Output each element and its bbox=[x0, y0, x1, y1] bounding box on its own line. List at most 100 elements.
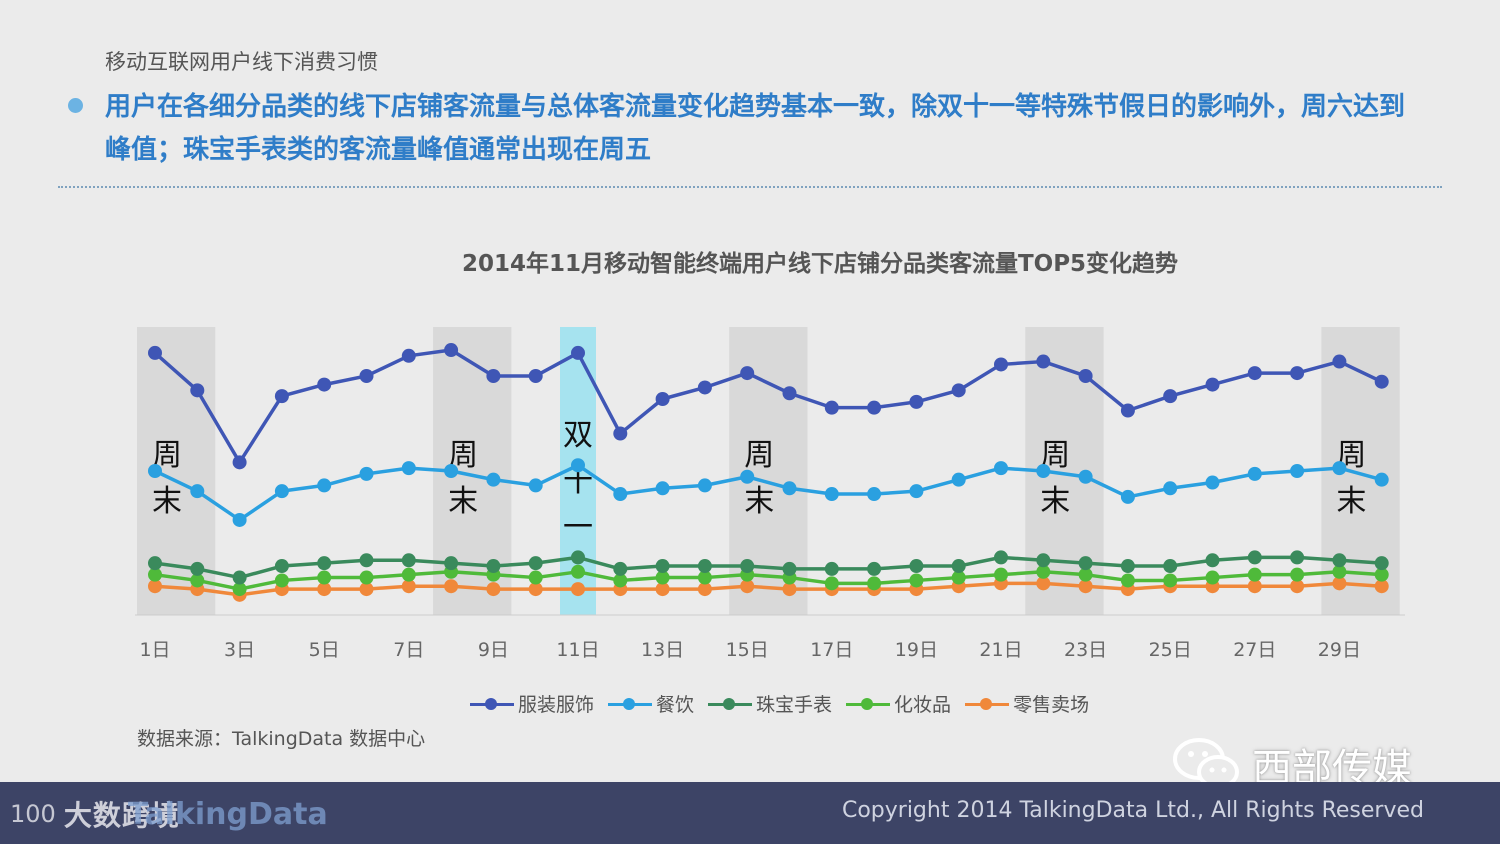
legend-item: 零售卖场 bbox=[965, 690, 1089, 717]
data-point bbox=[1374, 556, 1389, 571]
data-point bbox=[1247, 567, 1262, 582]
data-point bbox=[1120, 489, 1135, 504]
band-label: 末 bbox=[1040, 484, 1070, 519]
x-tick-label: 23日 bbox=[1064, 639, 1107, 661]
data-point bbox=[317, 570, 332, 585]
data-point bbox=[359, 368, 374, 383]
legend-label: 餐饮 bbox=[656, 694, 695, 716]
x-tick-label: 7日 bbox=[393, 639, 424, 661]
legend-swatch bbox=[470, 697, 514, 711]
headline: 用户在各细分品类的线下店铺客流量与总体客流量变化趋势基本一致，除双十一等特殊节假… bbox=[105, 92, 1406, 165]
data-point bbox=[1205, 570, 1220, 585]
data-point bbox=[697, 478, 712, 493]
data-point bbox=[613, 573, 628, 588]
legend-item: 餐饮 bbox=[608, 690, 694, 717]
x-tick-label: 9日 bbox=[478, 639, 509, 661]
x-tick-label: 17日 bbox=[810, 639, 853, 661]
data-point bbox=[274, 559, 289, 574]
data-point bbox=[486, 368, 501, 383]
data-point bbox=[401, 579, 416, 594]
logo-talkingdata: TalkingData bbox=[127, 796, 328, 832]
data-point bbox=[1078, 556, 1093, 571]
x-tick-label: 21日 bbox=[979, 639, 1022, 661]
data-point bbox=[994, 550, 1008, 565]
data-point bbox=[824, 561, 839, 576]
data-point bbox=[1163, 573, 1178, 588]
data-point bbox=[655, 392, 670, 406]
data-point bbox=[190, 561, 205, 576]
data-point bbox=[274, 573, 289, 588]
data-point bbox=[1078, 567, 1093, 582]
data-point bbox=[486, 472, 501, 487]
legend-item: 化妆品 bbox=[846, 690, 951, 717]
legend-item: 珠宝手表 bbox=[708, 690, 832, 717]
data-point bbox=[697, 559, 712, 574]
logo-100: 100 bbox=[10, 800, 56, 828]
data-point bbox=[317, 556, 332, 571]
data-point bbox=[232, 512, 247, 527]
data-point bbox=[274, 484, 289, 499]
data-point bbox=[697, 570, 712, 585]
data-point bbox=[740, 579, 755, 594]
x-tick-label: 1日 bbox=[139, 639, 170, 661]
data-point bbox=[317, 377, 332, 392]
data-point bbox=[1078, 368, 1093, 383]
legend-label: 零售卖场 bbox=[1013, 694, 1090, 716]
data-point bbox=[1247, 366, 1262, 381]
data-point bbox=[782, 582, 797, 597]
data-point bbox=[1036, 464, 1051, 478]
data-point bbox=[1205, 553, 1220, 568]
data-point bbox=[1290, 567, 1305, 582]
data-point bbox=[571, 458, 585, 473]
data-point bbox=[401, 567, 416, 582]
band-label: 双 bbox=[563, 418, 593, 453]
chart-legend: 服装服饰 餐饮 珠宝手表 化妆品 零售卖场 bbox=[470, 690, 1089, 717]
data-point bbox=[190, 383, 205, 398]
data-point bbox=[867, 561, 882, 576]
data-point bbox=[867, 576, 882, 591]
x-tick-label: 29日 bbox=[1318, 639, 1361, 661]
data-point bbox=[1374, 567, 1389, 582]
series-line bbox=[153, 348, 1383, 465]
x-tick-label: 25日 bbox=[1149, 639, 1192, 661]
band-label: 末 bbox=[744, 484, 774, 519]
data-point bbox=[1290, 464, 1305, 478]
wechat-icon bbox=[1173, 738, 1239, 789]
band-label: 末 bbox=[448, 484, 478, 519]
data-point bbox=[401, 348, 416, 363]
data-point bbox=[232, 582, 247, 597]
data-point bbox=[1332, 461, 1347, 476]
data-point bbox=[317, 478, 332, 493]
legend-swatch bbox=[846, 697, 891, 711]
data-point bbox=[1205, 377, 1220, 392]
band-label: 周 bbox=[744, 438, 774, 473]
data-point bbox=[697, 582, 712, 597]
data-point bbox=[951, 472, 966, 487]
data-point bbox=[444, 343, 459, 358]
x-tick-label: 27日 bbox=[1233, 639, 1276, 661]
data-point bbox=[190, 573, 205, 588]
data-point bbox=[1163, 481, 1178, 496]
data-point bbox=[528, 478, 543, 493]
data-point bbox=[782, 386, 797, 401]
data-point bbox=[571, 345, 585, 360]
logo: 100 大数跨境 TalkingData bbox=[10, 794, 328, 834]
data-point bbox=[909, 559, 924, 574]
copyright: Copyright 2014 TalkingData Ltd., All Rig… bbox=[841, 798, 1424, 823]
data-point bbox=[1290, 550, 1305, 565]
data-point bbox=[1163, 389, 1178, 404]
band-label: 末 bbox=[152, 484, 182, 519]
legend-label: 化妆品 bbox=[894, 694, 952, 716]
band-label: 末 bbox=[1336, 484, 1366, 519]
divider bbox=[58, 186, 1442, 188]
data-point bbox=[613, 426, 628, 441]
x-tick-label: 5日 bbox=[309, 639, 340, 661]
footer: 100 大数跨境 TalkingData Copyright 2014 Talk… bbox=[0, 782, 1500, 844]
data-point bbox=[528, 368, 543, 383]
data-point bbox=[1290, 366, 1305, 381]
data-point bbox=[528, 582, 543, 597]
data-point bbox=[1036, 576, 1051, 591]
data-point bbox=[359, 466, 374, 481]
data-point bbox=[148, 464, 162, 478]
